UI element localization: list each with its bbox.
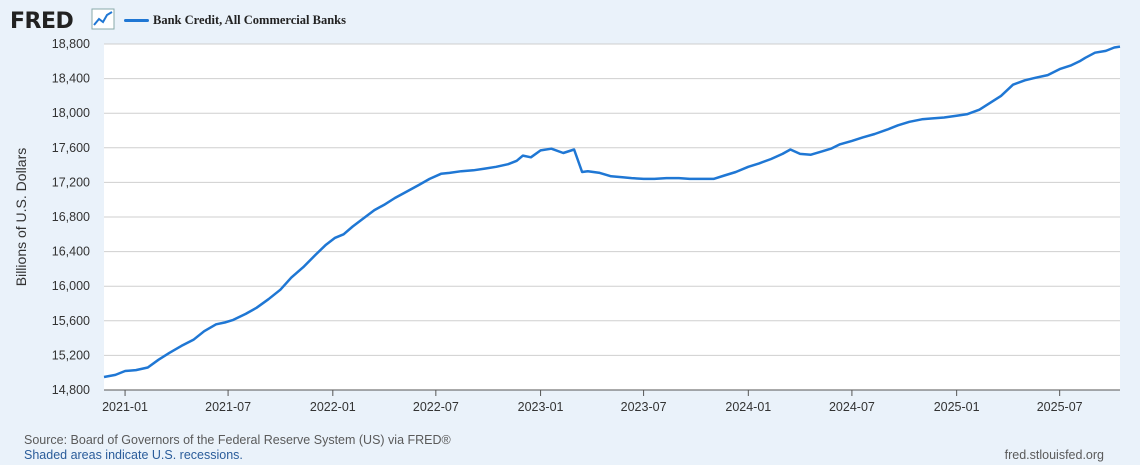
- fred-logo[interactable]: FRED: [10, 9, 74, 34]
- y-tick-label: 16,800: [52, 210, 90, 224]
- x-tick-label: 2021-01: [102, 400, 148, 414]
- x-tick-label: 2025-07: [1037, 400, 1083, 414]
- legend-swatch: [124, 19, 149, 22]
- line-chart: 14,800 15,200 15,600 16,000 16,400 16,800 17,2…: [13, 37, 1121, 414]
- series-line: [103, 45, 1121, 379]
- y-tick-label: 16,000: [52, 279, 90, 293]
- y-tick-label: 17,600: [52, 141, 90, 155]
- y-tick-label: 16,400: [52, 245, 90, 259]
- legend-series-label: Bank Credit, All Commercial Banks: [153, 13, 346, 27]
- x-axis-ticks: 2021-01 2021-07 2022-01 2022-07 2023-01 2023-…: [102, 390, 1083, 414]
- y-axis-label: Billions of U.S. Dollars: [13, 148, 29, 287]
- grid-lines: [104, 43, 1120, 356]
- chart-header: FRED Bank Credit, All Commercial Banks: [0, 0, 1140, 40]
- x-tick-label: 2022-01: [310, 400, 356, 414]
- y-tick-label: 18,000: [52, 106, 90, 120]
- y-axis-ticks: 14,800 15,200 15,600 16,000 16,400 16,800 17,2…: [52, 37, 90, 397]
- y-tick-label: 17,200: [52, 175, 90, 189]
- x-tick-label: 2023-07: [621, 400, 667, 414]
- x-tick-label: 2025-01: [934, 400, 980, 414]
- y-tick-label: 18,400: [52, 72, 90, 86]
- series-group: [103, 45, 1121, 379]
- site-url[interactable]: fred.stlouisfed.org: [1004, 448, 1104, 462]
- x-tick-label: 2023-01: [518, 400, 564, 414]
- recession-note[interactable]: Shaded areas indicate U.S. recessions.: [24, 448, 243, 462]
- y-tick-label: 18,800: [52, 37, 90, 51]
- x-tick-label: 2022-07: [413, 400, 459, 414]
- line-chart-icon: [91, 8, 115, 30]
- x-tick-label: 2024-01: [725, 400, 771, 414]
- x-tick-label: 2021-07: [205, 400, 251, 414]
- y-tick-label: 15,200: [52, 348, 90, 362]
- x-tick-label: 2024-07: [829, 400, 875, 414]
- source-note: Source: Board of Governors of the Federa…: [24, 433, 451, 447]
- y-tick-label: 15,600: [52, 314, 90, 328]
- y-tick-label: 14,800: [52, 383, 90, 397]
